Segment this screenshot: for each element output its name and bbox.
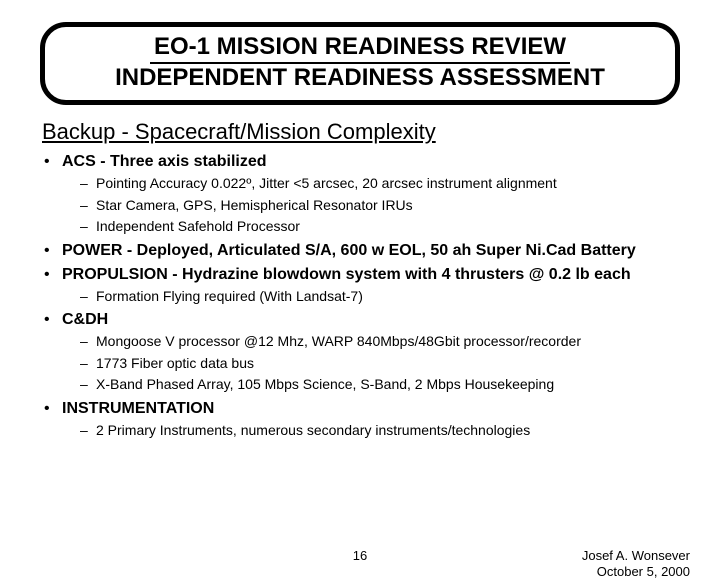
sub-list-item: 2 Primary Instruments, numerous secondar…: [62, 422, 676, 440]
sub-list-item: Formation Flying required (With Landsat-…: [62, 288, 676, 306]
list-item: ACS - Three axis stabilized Pointing Accu…: [44, 153, 676, 236]
sub-list: Pointing Accuracy 0.022º, Jitter <5 arcs…: [62, 175, 676, 236]
bullet-list: ACS - Three axis stabilized Pointing Accu…: [44, 153, 676, 439]
list-item-text: ACS - Three axis stabilized: [62, 153, 267, 170]
list-item-text: PROPULSION - Hydrazine blowdown system w…: [62, 266, 631, 283]
sub-list-item: 1773 Fiber optic data bus: [62, 355, 676, 373]
sub-list: 2 Primary Instruments, numerous secondar…: [62, 422, 676, 440]
content-body: ACS - Three axis stabilized Pointing Accu…: [44, 153, 676, 439]
header-line1: EO-1 MISSION READINESS REVIEW: [150, 33, 570, 64]
sub-list: Mongoose V processor @12 Mhz, WARP 840Mb…: [62, 333, 676, 394]
section-title: Backup - Spacecraft/Mission Complexity: [42, 119, 720, 145]
list-item-text: INSTRUMENTATION: [62, 400, 214, 417]
sub-list-item: X-Band Phased Array, 105 Mbps Science, S…: [62, 376, 676, 394]
list-item-text: POWER - Deployed, Articulated S/A, 600 w…: [62, 242, 636, 259]
header-line2: INDEPENDENT READINESS ASSESSMENT: [57, 64, 663, 92]
sub-list-item: Mongoose V processor @12 Mhz, WARP 840Mb…: [62, 333, 676, 351]
footer-author: Josef A. Wonsever: [582, 548, 690, 564]
footer-date: October 5, 2000: [582, 564, 690, 579]
list-item: C&DH Mongoose V processor @12 Mhz, WARP 8…: [44, 311, 676, 394]
sub-list-item: Independent Safehold Processor: [62, 218, 676, 236]
list-item: INSTRUMENTATION 2 Primary Instruments, nu…: [44, 400, 676, 440]
list-item: PROPULSION - Hydrazine blowdown system w…: [44, 266, 676, 306]
list-item: POWER - Deployed, Articulated S/A, 600 w…: [44, 242, 676, 260]
sub-list-item: Pointing Accuracy 0.022º, Jitter <5 arcs…: [62, 175, 676, 193]
sub-list: Formation Flying required (With Landsat-…: [62, 288, 676, 306]
footer-right: Josef A. Wonsever October 5, 2000: [582, 548, 690, 579]
page-number: 16: [353, 548, 367, 563]
title-card: EO-1 MISSION READINESS REVIEW INDEPENDEN…: [40, 22, 680, 105]
list-item-text: C&DH: [62, 311, 108, 328]
sub-list-item: Star Camera, GPS, Hemispherical Resonato…: [62, 197, 676, 215]
